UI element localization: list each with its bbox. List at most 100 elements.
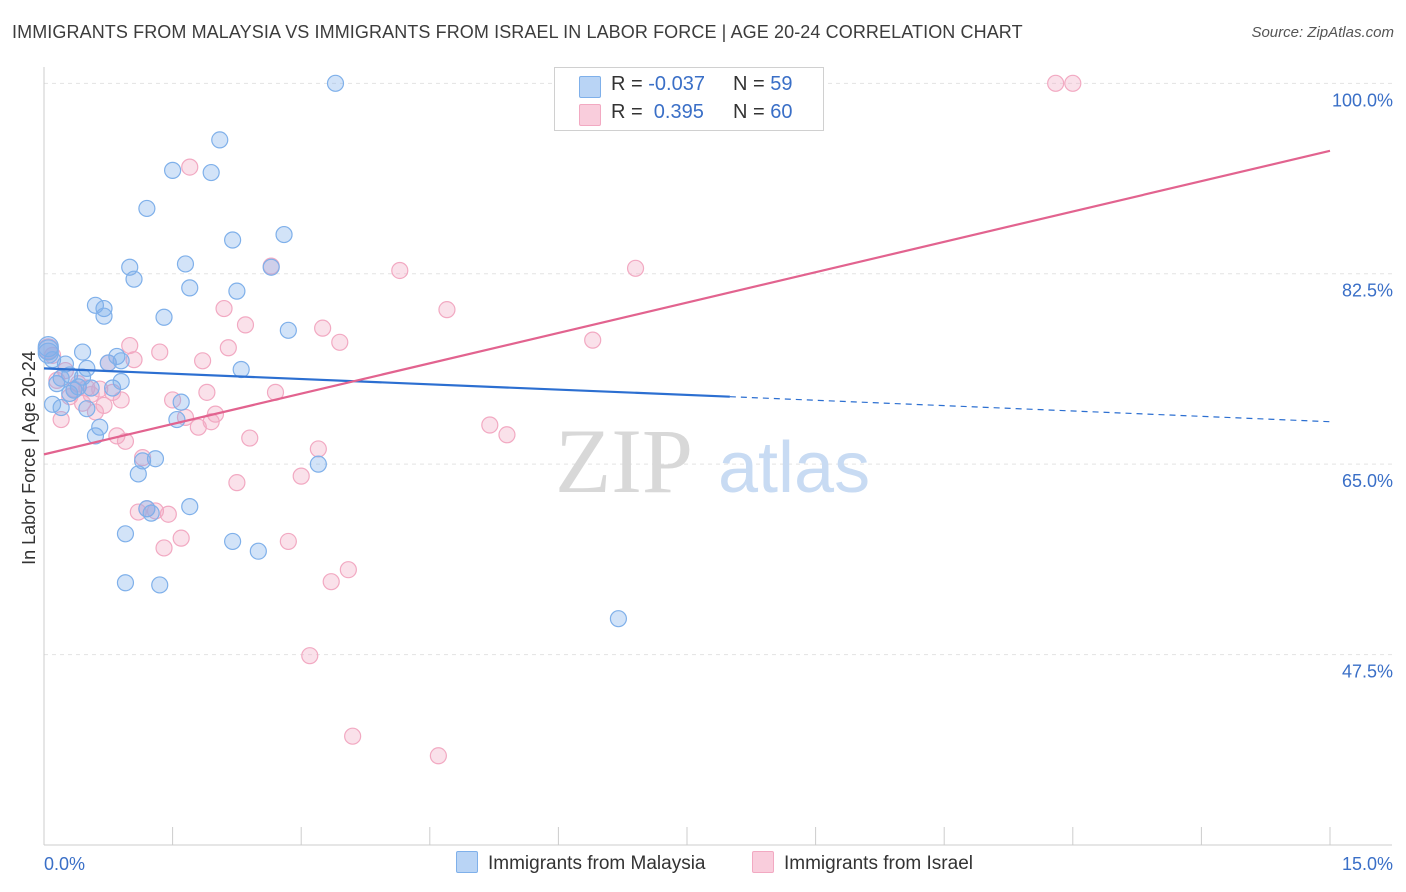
data-point-israel-59 (626, 259, 645, 277)
watermark-atlas: atlas (718, 428, 870, 508)
legend-n-value-israel: 60 (770, 101, 793, 123)
data-point-malaysia-50 (262, 258, 280, 276)
data-point-israel-37 (215, 299, 233, 318)
data-point-malaysia-55 (609, 610, 628, 628)
data-point-malaysia-14 (78, 400, 96, 418)
data-point-malaysia-10 (69, 378, 87, 396)
data-point-malaysia-45 (224, 231, 242, 249)
data-point-israel-3 (52, 410, 70, 429)
data-point-malaysia-12 (73, 343, 92, 361)
data-point-israel-32 (189, 418, 207, 436)
bottom-legend-swatch-malaysia (456, 851, 478, 873)
data-point-israel-31 (181, 158, 199, 176)
data-point-malaysia-29 (129, 465, 147, 483)
data-point-malaysia-20 (95, 307, 113, 325)
data-point-israel-20 (125, 351, 143, 369)
data-point-malaysia-18 (91, 418, 109, 436)
data-point-malaysia-16 (86, 427, 105, 445)
legend-swatch-malaysia (579, 76, 601, 98)
data-point-malaysia-41 (181, 279, 199, 297)
data-point-malaysia-24 (112, 372, 130, 391)
data-point-israel-58 (584, 331, 602, 349)
bottom-legend-label-malaysia: Immigrants from Malaysia (488, 853, 706, 874)
data-point-malaysia-51 (275, 225, 293, 244)
data-point-malaysia-32 (138, 199, 156, 218)
x-tick-label-max: 15.0% (1342, 854, 1393, 874)
data-point-israel-50 (339, 561, 357, 579)
data-point-malaysia-47 (228, 282, 246, 300)
data-point-israel-12 (91, 380, 109, 398)
chart-source: Source: ZipAtlas.com (1251, 24, 1394, 41)
y-axis-label: In Labor Force | Age 20-24 (19, 351, 39, 565)
y-tick-label-3: 47.5% (1342, 662, 1393, 682)
data-point-israel-56 (481, 416, 499, 434)
data-point-malaysia-5 (52, 398, 70, 417)
y-tick-label-0: 100.0% (1332, 90, 1393, 110)
data-point-malaysia-42 (181, 497, 199, 516)
data-point-israel-39 (228, 474, 246, 492)
data-point-malaysia-40 (176, 255, 195, 273)
data-point-israel-53 (391, 261, 409, 280)
trend-line-malaysia (43, 367, 730, 398)
legend-r-value-malaysia: -0.037 (648, 73, 705, 95)
data-point-israel-25 (151, 343, 169, 361)
data-point-malaysia-43 (202, 163, 220, 182)
legend-n-malaysia: N = 59 (733, 73, 793, 95)
data-point-israel-54 (438, 301, 456, 319)
data-point-malaysia-46 (224, 532, 242, 551)
trend-line-israel (43, 149, 1331, 456)
chart-title: IMMIGRANTS FROM MALAYSIA VS IMMIGRANTS F… (12, 22, 1023, 42)
data-point-israel-49 (331, 333, 349, 351)
data-point-israel-61 (1047, 74, 1065, 92)
bottom-legend-swatch-israel (752, 851, 774, 873)
data-point-malaysia-54 (326, 74, 345, 92)
data-point-israel-45 (292, 467, 310, 485)
data-point-israel-46 (309, 440, 327, 458)
trend-line-extension-malaysia (729, 396, 1331, 423)
data-point-israel-51 (301, 647, 319, 665)
data-point-malaysia-22 (103, 379, 122, 397)
data-point-israel-18 (116, 432, 135, 450)
data-point-israel-57 (498, 426, 516, 444)
data-point-israel-47 (314, 319, 332, 337)
legend-r-israel: R = 0.395 (611, 101, 704, 123)
data-point-israel-52 (344, 727, 362, 745)
trend-lines (43, 149, 1331, 456)
watermark-zip: ZIP (555, 410, 693, 512)
legend-n-israel: N = 60 (733, 101, 793, 123)
watermark: ZIP atlas (555, 410, 870, 512)
data-point-malaysia-56 (37, 339, 59, 361)
data-point-israel-55 (429, 747, 447, 765)
data-point-malaysia-39 (172, 393, 190, 411)
legend-r-value-israel: 0.395 (653, 101, 704, 123)
data-point-malaysia-15 (82, 379, 100, 397)
data-point-malaysia-49 (249, 542, 267, 560)
axes (43, 67, 1392, 846)
data-point-israel-38 (219, 339, 237, 357)
legend-n-value-malaysia: 59 (770, 73, 793, 95)
data-point-malaysia-48 (232, 360, 250, 379)
data-point-malaysia-30 (133, 452, 152, 470)
data-point-malaysia-57 (52, 369, 70, 387)
data-point-israel-62 (1064, 74, 1082, 92)
data-point-malaysia-53 (309, 455, 327, 473)
data-point-israel-26 (155, 539, 173, 557)
data-point-malaysia-26 (116, 574, 135, 592)
data-point-israel-48 (322, 573, 340, 591)
legend-swatch-israel (579, 104, 601, 126)
bottom-legend-label-israel: Immigrants from Israel (784, 853, 973, 874)
data-point-israel-40 (236, 316, 255, 334)
legend-r-malaysia: R = -0.037 (611, 73, 705, 95)
data-point-israel-13 (95, 396, 113, 415)
y-tick-labels: 100.0% 82.5% 65.0% 47.5% (1332, 90, 1393, 681)
data-point-israel-33 (194, 352, 212, 370)
data-point-israel-29 (172, 529, 190, 547)
data-point-israel-41 (241, 429, 259, 447)
data-point-israel-17 (112, 391, 130, 409)
data-point-israel-44 (279, 532, 297, 551)
series-malaysia-points (37, 74, 628, 628)
data-point-malaysia-34 (146, 450, 165, 468)
series-israel-points (37, 74, 1082, 765)
data-point-malaysia-58 (112, 352, 130, 370)
